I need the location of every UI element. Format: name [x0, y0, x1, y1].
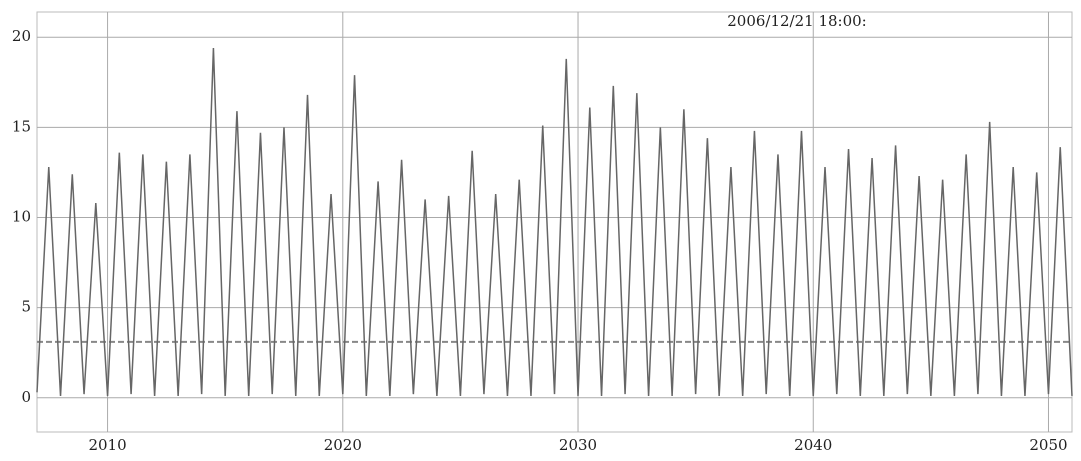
y-tick-label: 15	[12, 117, 31, 135]
y-tick-label: 20	[12, 27, 31, 45]
x-tick-label: 2010	[88, 436, 126, 454]
x-tick-label: 2050	[1029, 436, 1067, 454]
y-tick-label: 0	[21, 388, 31, 406]
x-tick-label: 2030	[559, 436, 597, 454]
plot-frame	[36, 11, 1073, 433]
x-tick-label: 2040	[794, 436, 832, 454]
y-tick-label: 10	[12, 207, 31, 225]
x-tick-label: 2020	[324, 436, 362, 454]
series-line	[36, 48, 1073, 396]
y-tick-label: 5	[21, 298, 31, 316]
annotation: 2006/12/21 18:00:	[727, 12, 867, 30]
